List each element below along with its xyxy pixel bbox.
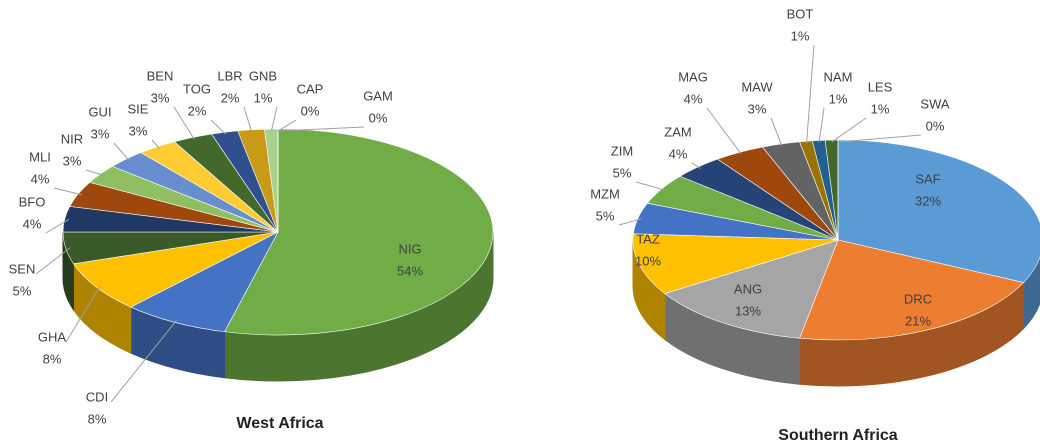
slice-value-label: 3% — [748, 101, 767, 116]
slice-label: MAW — [741, 79, 773, 94]
leader-line — [770, 117, 783, 147]
slice-label: SWA — [920, 96, 949, 111]
slice-label: ANG — [734, 281, 762, 296]
slice-label: ZIM — [611, 143, 633, 158]
leader-line — [691, 162, 701, 169]
leader-line — [85, 169, 104, 176]
slice — [632, 233, 839, 294]
slice-value-label: 3% — [63, 153, 82, 168]
slice-label: GHA — [38, 329, 67, 344]
slice-value-label: 0% — [301, 103, 320, 118]
slice-label: LBR — [217, 68, 242, 83]
slice-value-label: 1% — [829, 91, 848, 106]
slice-value-label: 10% — [635, 253, 661, 268]
slice — [799, 239, 1025, 341]
slice-label: SIE — [128, 101, 149, 116]
leader-line — [277, 119, 297, 132]
slice-value-label: 13% — [735, 303, 761, 318]
slice-value-label: 4% — [23, 216, 42, 231]
slice-label: CDI — [86, 389, 108, 404]
leader-line — [151, 139, 160, 149]
leader-line — [110, 320, 177, 403]
slice-label: BOT — [787, 6, 814, 21]
slice-value-label: 3% — [151, 90, 170, 105]
chart-title: West Africa — [236, 415, 323, 432]
slice — [664, 239, 839, 339]
slice-value-label: 3% — [129, 123, 148, 138]
leader-line — [173, 106, 195, 140]
slice-label: CAP — [297, 81, 324, 96]
leader-line — [113, 142, 130, 161]
slice-value-label: 4% — [669, 146, 688, 161]
slice-value-label: 3% — [91, 126, 110, 141]
slice-label: MAG — [678, 69, 708, 84]
slice-label: LES — [868, 79, 893, 94]
leader-line — [53, 187, 83, 196]
leader-line — [618, 218, 643, 226]
slice-label: NAM — [824, 69, 853, 84]
slice-label: GUI — [88, 104, 111, 119]
slice-value-label: 8% — [88, 411, 107, 426]
leader-line — [806, 44, 815, 144]
slice-value-label: 5% — [13, 283, 32, 298]
leader-line — [210, 119, 226, 135]
slice-value-label: 0% — [926, 118, 945, 133]
slice-value-label: 5% — [596, 208, 615, 223]
slice-value-label: 2% — [188, 103, 207, 118]
slice-label: MLI — [29, 149, 51, 164]
slice-label: GNB — [249, 68, 277, 83]
slice-value-label: 54% — [397, 263, 423, 278]
leader-line — [635, 181, 666, 191]
slice-label: NIR — [61, 131, 83, 146]
slice-label: NIG — [398, 241, 421, 256]
slice-value-label: 4% — [31, 171, 50, 186]
leader-line — [65, 285, 101, 343]
slice-value-label: 8% — [43, 351, 62, 366]
leader-line — [706, 107, 742, 155]
slice-label: MZM — [590, 186, 620, 201]
slice-label: ZAM — [664, 124, 691, 139]
slice-value-label: 2% — [221, 90, 240, 105]
slice-value-label: 32% — [915, 193, 941, 208]
slice-label: GAM — [363, 88, 393, 103]
slice-label: SEN — [9, 261, 36, 276]
leader-line — [277, 126, 365, 132]
slice-value-label: 4% — [684, 91, 703, 106]
leader-line — [831, 117, 867, 143]
slice-value-label: 5% — [613, 165, 632, 180]
slice-value-label: 1% — [254, 90, 273, 105]
slice-value-label: 21% — [905, 313, 931, 328]
leader-line — [270, 106, 278, 132]
slice — [73, 231, 279, 308]
leader-line — [837, 134, 922, 143]
slice-label: BFO — [19, 194, 46, 209]
slice-label: DRC — [904, 291, 932, 306]
leader-line — [45, 218, 70, 234]
chart-title: Southern Africa — [778, 427, 898, 444]
leader-line — [818, 107, 825, 143]
slice-label: BEN — [147, 68, 174, 83]
leader-line — [35, 247, 71, 275]
slice — [224, 128, 494, 336]
slice-label: SAF — [915, 171, 940, 186]
slice-label: TAZ — [636, 231, 660, 246]
leader-line — [243, 106, 253, 133]
slice-label: TOG — [183, 81, 211, 96]
slice-value-label: 1% — [871, 101, 890, 116]
slice-value-label: 1% — [791, 28, 810, 43]
slice-value-label: 0% — [369, 110, 388, 125]
